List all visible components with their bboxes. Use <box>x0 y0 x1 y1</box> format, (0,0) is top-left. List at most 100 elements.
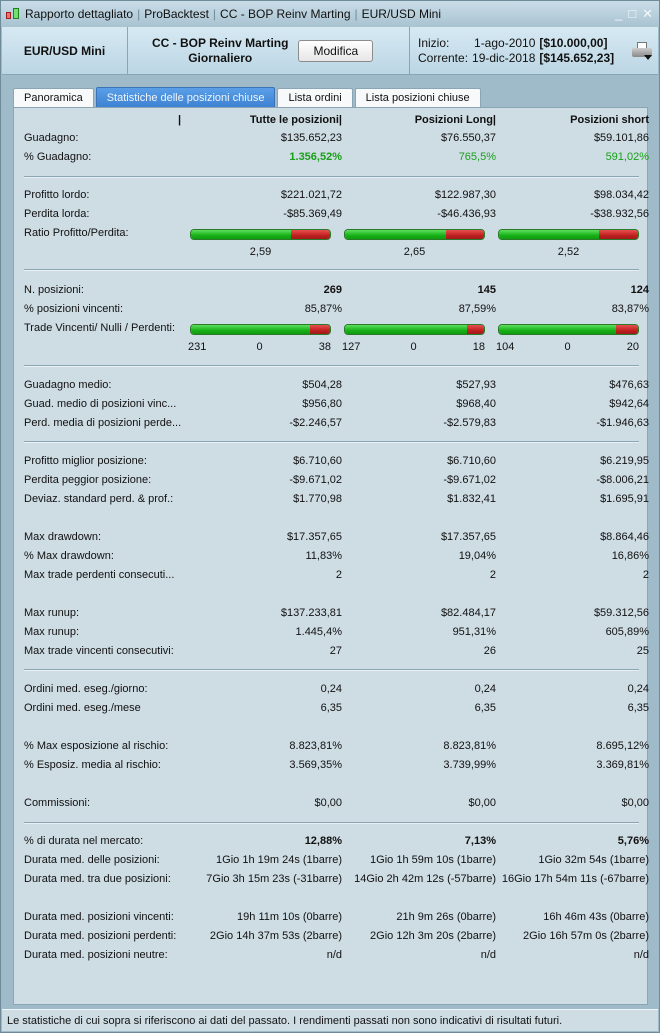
stat-value: 2 <box>642 569 649 581</box>
stat-value: n/d <box>480 949 496 961</box>
stat-value: 5,76% <box>617 835 649 847</box>
loss-segment <box>598 230 638 239</box>
stat-value: 8.695,12% <box>596 740 649 752</box>
section-divider <box>24 269 639 271</box>
stat-value: -$9.671,02 <box>443 474 496 486</box>
stat-label: Guad. medio di posizioni vinc... <box>24 398 177 410</box>
stat-row-ratio: Ratio Profitto/Perdita: 2,59 2,65 2,52 <box>24 227 644 258</box>
section-divider <box>24 441 639 443</box>
close-icon[interactable]: ✕ <box>642 6 653 21</box>
stat-label: Trade Vincenti/ Nulli / Perdenti: <box>24 322 176 334</box>
stat-value: 12,88% <box>304 835 342 847</box>
stat-value: $956,80 <box>302 398 342 410</box>
stat-value: $968,40 <box>456 398 496 410</box>
stat-value: $476,63 <box>609 379 649 391</box>
stat-row-max-trade-vincenti: Max trade vincenti consecutivi: 27 26 25 <box>24 645 649 661</box>
stat-value: 16h 46m 43s (0barre) <box>543 911 649 923</box>
stat-value: 83,87% <box>611 303 649 315</box>
tab-lista-ordini[interactable]: Lista ordini <box>277 88 353 107</box>
minimize-icon[interactable]: _ <box>615 6 623 21</box>
win-segment <box>345 325 467 334</box>
stat-label: Max runup: <box>24 607 80 619</box>
stat-value: 21h 9m 26s (0barre) <box>396 911 496 923</box>
stat-value: 6,35 <box>627 702 649 714</box>
start-date: 1-ago-2010 <box>474 35 536 50</box>
trade-count-win: 231 <box>188 341 207 353</box>
stat-label: Max runup: <box>24 626 80 638</box>
stat-value: $1.695,91 <box>600 493 649 505</box>
stat-row-ordini-mese: Ordini med. eseg./mese 6,35 6,35 6,35 <box>24 702 649 718</box>
stat-row-max-trade-perdenti: Max trade perdenti consecuti... 2 2 2 <box>24 569 649 585</box>
loss-segment <box>310 325 330 334</box>
current-capital: [$145.652,23] <box>539 50 615 65</box>
start-label: Inizio: <box>418 35 450 50</box>
stat-value: -$85.369,49 <box>283 208 342 220</box>
capital-section: Inizio: 1-ago-2010 [$10.000,00] Corrente… <box>410 27 658 74</box>
ratio-value: 2,59 <box>249 246 272 258</box>
stat-value: 145 <box>477 284 496 296</box>
stat-value: -$9.671,02 <box>289 474 342 486</box>
title-separator: | <box>137 7 141 21</box>
stat-row-n-posizioni: N. posizioni: 269 145 124 <box>24 284 649 300</box>
strategy-section: CC - BOP Reinv Marting Giornaliero Modif… <box>128 27 410 74</box>
stat-label: Guadagno: <box>24 132 79 144</box>
stat-value: $137.233,81 <box>280 607 342 619</box>
stat-value: 3.369,81% <box>596 759 649 771</box>
stat-value: $0,00 <box>314 797 342 809</box>
stat-value: $82.484,17 <box>440 607 496 619</box>
stat-value: 2Gio 16h 57m 0s (2barre) <box>523 930 649 942</box>
stat-row-perd-media-perd: Perd. media di posizioni perde... -$2.246… <box>24 417 649 433</box>
stat-value: 19h 11m 10s (0barre) <box>237 911 342 923</box>
profit-segment <box>499 230 599 239</box>
stat-value: 2 <box>335 569 342 581</box>
disclaimer-footer: Le statistiche di cui sopra si riferisco… <box>2 1009 658 1031</box>
trade-count-null: 0 <box>564 341 571 353</box>
stat-value: 2Gio 14h 37m 53s (2barre) <box>209 930 342 942</box>
stat-value: 85,87% <box>304 303 342 315</box>
tab-lista-posizioni[interactable]: Lista posizioni chiuse <box>354 88 481 107</box>
stat-value: 25 <box>636 645 649 657</box>
stat-row-ordini-giorno: Ordini med. eseg./giorno: 0,24 0,24 0,24 <box>24 683 649 699</box>
trade-count-null: 0 <box>256 341 263 353</box>
stat-value: 27 <box>329 645 342 657</box>
stat-row-guadagno: Guadagno: $135.652,23 $76.550,37 $59.101,86 <box>24 132 649 148</box>
stat-value: $59.101,86 <box>593 132 649 144</box>
stat-value: 0,24 <box>627 683 649 695</box>
printer-icon[interactable] <box>632 41 653 60</box>
column-header-short: Posizioni short <box>570 114 649 126</box>
section-divider <box>24 176 639 178</box>
trade-count-win: 127 <box>342 341 361 353</box>
stat-label: N. posizioni: <box>24 284 84 296</box>
tab-statistiche[interactable]: Statistiche delle posizioni chiuse <box>95 87 276 107</box>
stat-label: Ratio Profitto/Perdita: <box>24 227 129 239</box>
stat-row-perdita-lorda: Perdita lorda: -$85.369,49 -$46.436,93 -$38… <box>24 208 649 224</box>
stat-value: $527,93 <box>456 379 496 391</box>
stat-value: $59.312,56 <box>593 607 649 619</box>
stat-value: 1.356,52% <box>289 151 342 163</box>
column-headers: | Tutte le posizioni| Posizioni Long| Po… <box>178 114 649 126</box>
modify-button[interactable]: Modifica <box>298 39 374 62</box>
stat-value: $221.021,72 <box>280 189 342 201</box>
stat-row-max-runup-perc: Max runup: 1.445,4% 951,31% 605,89% <box>24 626 649 642</box>
stat-label: Durata med. delle posizioni: <box>24 854 160 866</box>
strategy-name: CC - BOP Reinv Marting Giornaliero <box>152 36 288 66</box>
stat-value: -$38.932,56 <box>590 208 649 220</box>
trade-count-loss: 38 <box>318 341 331 353</box>
stat-label: Durata med. posizioni vincenti: <box>24 911 174 923</box>
stat-value: $8.864,46 <box>600 531 649 543</box>
stat-value: $98.034,42 <box>593 189 649 201</box>
win-loss-bar <box>498 324 639 335</box>
title-segment-instrument: EUR/USD Mini <box>361 7 441 21</box>
stat-value: 1Gio 32m 54s (1barre) <box>538 854 649 866</box>
ratio-value: 2,52 <box>557 246 580 258</box>
stat-value: 2 <box>489 569 496 581</box>
tab-panoramica[interactable]: Panoramica <box>13 88 94 107</box>
tab-bar: Panoramica Statistiche delle posizioni c… <box>13 87 483 107</box>
stat-row-deviaz: Deviaz. standard perd. & prof.: $1.770,98… <box>24 493 649 509</box>
stat-value: 19,04% <box>458 550 496 562</box>
stat-row-perc-max-drawdown: % Max drawdown: 11,83% 19,04% 16,86% <box>24 550 649 566</box>
title-separator: | <box>212 7 217 21</box>
stat-value: 124 <box>630 284 649 296</box>
maximize-icon[interactable]: □ <box>628 6 637 21</box>
